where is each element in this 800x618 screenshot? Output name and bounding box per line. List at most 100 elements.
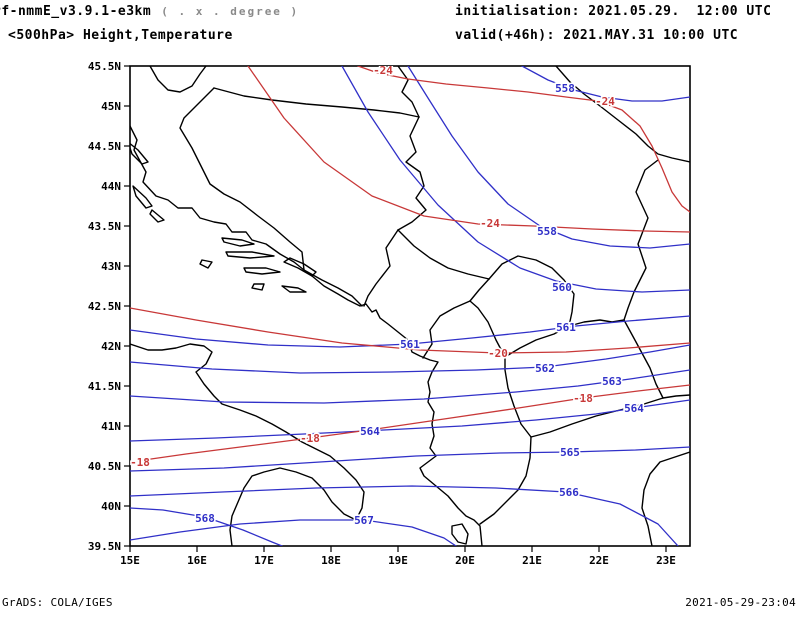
height-contour-562 bbox=[130, 344, 690, 374]
lon-axis-label: 21E bbox=[522, 554, 542, 567]
height-contour-563 bbox=[130, 369, 690, 404]
island-dugi-otok bbox=[132, 185, 153, 209]
border-serbia-montenegro bbox=[397, 229, 490, 280]
border-drina-bosnia-serbia bbox=[397, 116, 427, 231]
coastline-thermaic-gulf bbox=[641, 451, 690, 546]
island-hvar bbox=[225, 251, 275, 259]
lat-axis-label: 43N bbox=[101, 260, 121, 273]
model-name: rf-nmmE_v3.9.1-e3km bbox=[0, 4, 152, 19]
island-brac bbox=[221, 237, 255, 247]
peninsula-peljesac bbox=[283, 257, 317, 277]
height-contour-566 bbox=[130, 485, 679, 546]
height-contour-label: 560 bbox=[552, 281, 572, 294]
lat-axis-label: 45N bbox=[101, 100, 121, 113]
height-contour-561 bbox=[130, 315, 690, 348]
height-contour-564 bbox=[130, 399, 690, 442]
lat-axis-label: 44N bbox=[101, 180, 121, 193]
height-contour-567 bbox=[130, 519, 457, 546]
border-kosovo-ring bbox=[469, 255, 575, 358]
border-serbia-macedonia bbox=[568, 319, 625, 327]
island-vis bbox=[199, 259, 213, 269]
lat-axis-label: 41.5N bbox=[88, 380, 121, 393]
coastline-adriatic-east bbox=[130, 125, 483, 546]
temp-contour-label: -24 bbox=[480, 217, 500, 230]
island-kornati bbox=[149, 209, 165, 223]
border-bosnia-montenegro bbox=[363, 229, 399, 307]
temp-contour-label: -24 bbox=[373, 64, 393, 77]
border-macedonia-greece bbox=[530, 397, 664, 438]
lon-axis-label: 20E bbox=[455, 554, 475, 567]
height-contour-560 bbox=[341, 66, 690, 293]
lat-axis-label: 42N bbox=[101, 340, 121, 353]
border-bulgaria-macedonia bbox=[623, 319, 664, 399]
geography-layer bbox=[130, 66, 690, 546]
border-serbia-bulgaria bbox=[623, 159, 659, 321]
height-contour-label: 565 bbox=[560, 446, 580, 459]
temp-contour-label: -24 bbox=[595, 95, 615, 108]
border-greece-bulgaria bbox=[662, 394, 690, 399]
lon-axis-label: 18E bbox=[321, 554, 341, 567]
temp-contour-label: -18 bbox=[130, 456, 150, 469]
island-mljet bbox=[281, 285, 307, 293]
border-danube-croatia-serbia bbox=[397, 66, 420, 118]
border-slovenia-croatia bbox=[149, 66, 207, 93]
temp-contour-label: -18 bbox=[573, 392, 593, 405]
temp-contour-label: -18 bbox=[300, 432, 320, 445]
lat-axis-label: 39.5N bbox=[88, 540, 121, 553]
coastline-italy bbox=[130, 343, 365, 546]
lat-axis-label: 45.5N bbox=[88, 60, 121, 73]
height-contour-label: 561 bbox=[400, 338, 420, 351]
lon-axis-label: 15E bbox=[120, 554, 140, 567]
height-contour-568 bbox=[130, 507, 283, 546]
map-frame bbox=[129, 65, 691, 547]
height-contour-label: 562 bbox=[535, 362, 555, 375]
height-contour-layer bbox=[130, 66, 690, 546]
height-contour-label: 558 bbox=[555, 82, 575, 95]
lat-axis-label: 42.5N bbox=[88, 300, 121, 313]
height-contour-label: 558 bbox=[537, 225, 557, 238]
border-west-bosnia bbox=[179, 87, 363, 307]
border-montenegro-albania bbox=[422, 300, 471, 359]
height-contour-label: 563 bbox=[602, 375, 622, 388]
height-contour-label: 567 bbox=[354, 514, 374, 527]
lon-axis-label: 22E bbox=[589, 554, 609, 567]
temp-contour-minus20 bbox=[130, 307, 690, 354]
height-contour-label: 561 bbox=[556, 321, 576, 334]
island-korcula bbox=[243, 267, 281, 275]
lon-axis-label: 19E bbox=[388, 554, 408, 567]
island-corfu bbox=[451, 523, 469, 545]
temp-contour-minus24-mid bbox=[247, 66, 690, 233]
init-time: initialisation: 2021.05.29. 12:00 UTC bbox=[455, 4, 772, 19]
creation-timestamp: 2021-05-29-23:04 bbox=[685, 596, 796, 609]
height-contour-label: 564 bbox=[624, 402, 644, 415]
height-contour-558 bbox=[407, 66, 690, 249]
lat-axis-label: 40.5N bbox=[88, 460, 121, 473]
height-contour-label: 564 bbox=[360, 425, 380, 438]
field-title: <500hPa> Height,Temperature bbox=[8, 28, 233, 43]
lon-axis-label: 16E bbox=[187, 554, 207, 567]
island-pag bbox=[130, 142, 149, 165]
lon-axis-label: 17E bbox=[254, 554, 274, 567]
contour-label-layer: 558 558 560 561 561 562 563 564 564 565 566 567 568 -… bbox=[130, 64, 646, 529]
height-contour-565 bbox=[130, 446, 690, 472]
border-macedonia-albania bbox=[504, 356, 532, 438]
height-contour-558-upper bbox=[521, 66, 690, 102]
island-lastovo bbox=[251, 283, 265, 291]
lat-axis-label: 44.5N bbox=[88, 140, 121, 153]
temp-contour-minus24-top bbox=[357, 66, 690, 213]
lon-axis-label: 23E bbox=[656, 554, 676, 567]
border-sava-croatia-bosnia bbox=[213, 87, 420, 118]
border-montenegro-kosovo bbox=[469, 278, 490, 302]
model-resolution-note: ( . x . degree ) bbox=[161, 5, 300, 18]
valid-time: valid(+46h): 2021.MAY.31 10:00 UTC bbox=[455, 28, 739, 43]
border-albania-greece bbox=[479, 436, 532, 525]
lat-axis-label: 40N bbox=[101, 500, 121, 513]
axis-layer: 45.5N 45N 44.5N 44N 43.5N 43N 42.5N 42N 41.5N 41N… bbox=[88, 60, 676, 567]
header-model-line: rf-nmmE_v3.9.1-e3km ( . x . degree ) bbox=[0, 4, 299, 19]
temp-contour-minus18 bbox=[130, 384, 690, 463]
border-danube-serbia-romania bbox=[555, 66, 690, 163]
height-contour-label: 568 bbox=[195, 512, 215, 525]
lat-axis-label: 43.5N bbox=[88, 220, 121, 233]
temp-contour-label: -20 bbox=[488, 347, 508, 360]
